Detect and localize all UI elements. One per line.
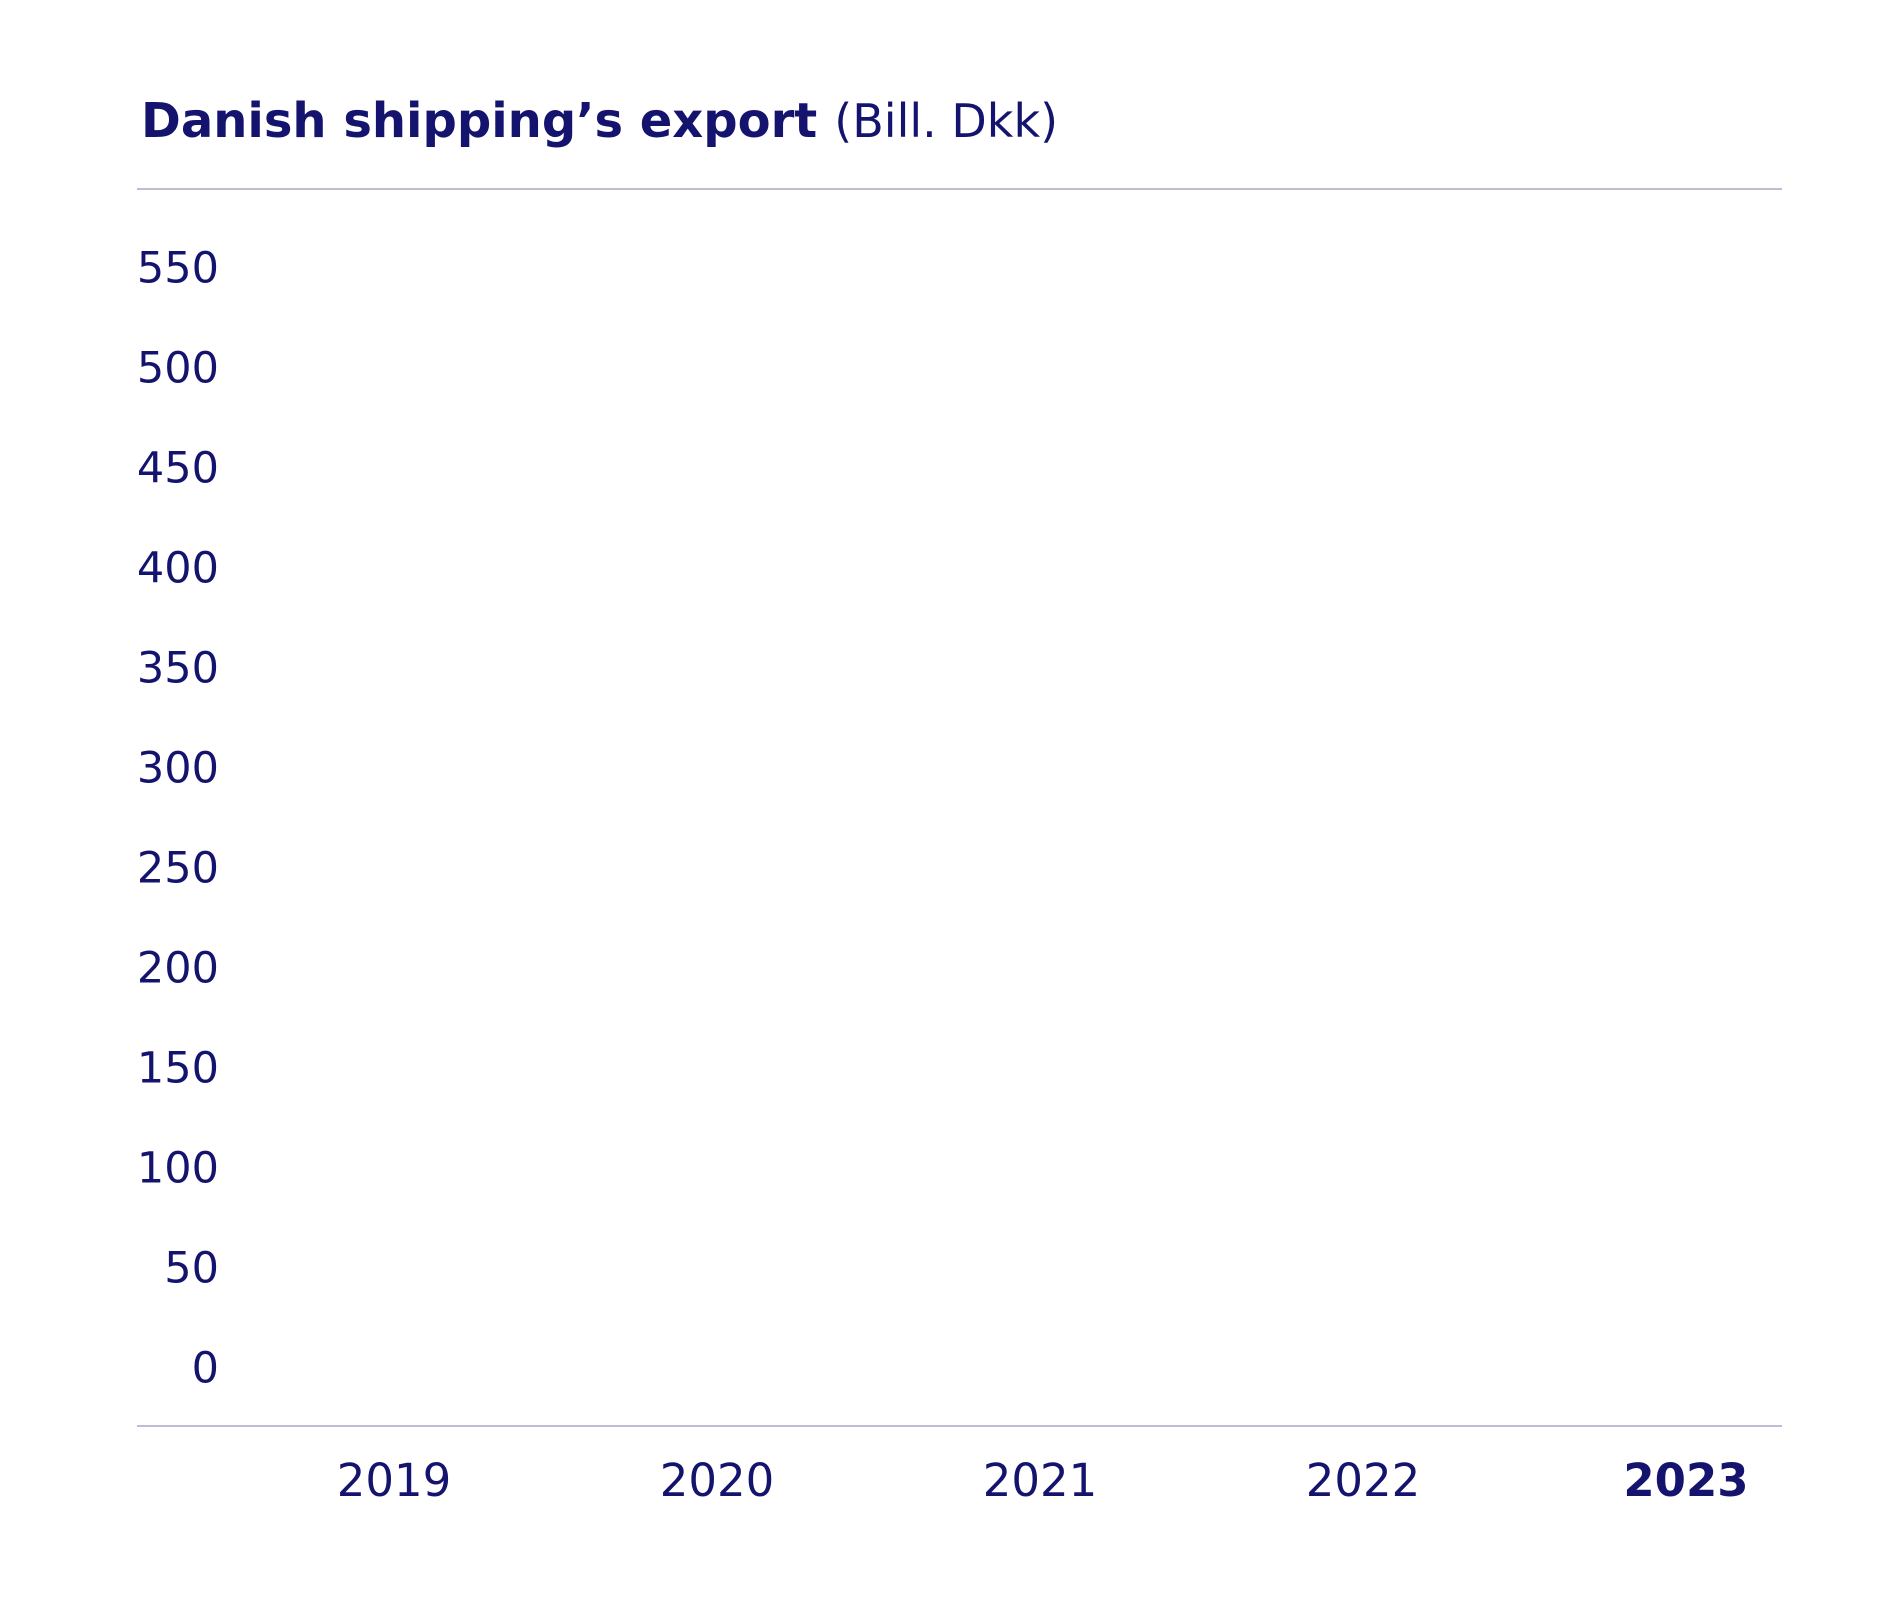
y-tick-label: 450	[137, 444, 219, 494]
y-tick-label: 500	[137, 344, 219, 394]
y-tick-label: 100	[137, 1144, 219, 1194]
y-tick-label: 400	[137, 544, 219, 594]
y-tick-label: 150	[137, 1044, 219, 1094]
x-tick-label: 2021	[983, 1454, 1098, 1507]
x-tick-label: 2023	[1623, 1454, 1748, 1507]
x-tick-label: 2019	[337, 1454, 452, 1507]
y-tick-label: 550	[137, 244, 219, 294]
y-tick-label: 200	[137, 944, 219, 994]
chart-title-line: Danish shipping’s export (Bill. Dkk)	[141, 93, 1058, 149]
x-tick-label: 2020	[660, 1454, 775, 1507]
y-tick-label: 0	[192, 1344, 219, 1394]
y-tick-label: 300	[137, 744, 219, 794]
y-tick-label: 50	[164, 1244, 219, 1294]
chart-title: Danish shipping’s export	[141, 93, 817, 149]
y-tick-label: 250	[137, 844, 219, 894]
x-tick-label: 2022	[1306, 1454, 1421, 1507]
chart-subtitle: (Bill. Dkk)	[834, 94, 1058, 148]
y-tick-label: 350	[137, 644, 219, 694]
